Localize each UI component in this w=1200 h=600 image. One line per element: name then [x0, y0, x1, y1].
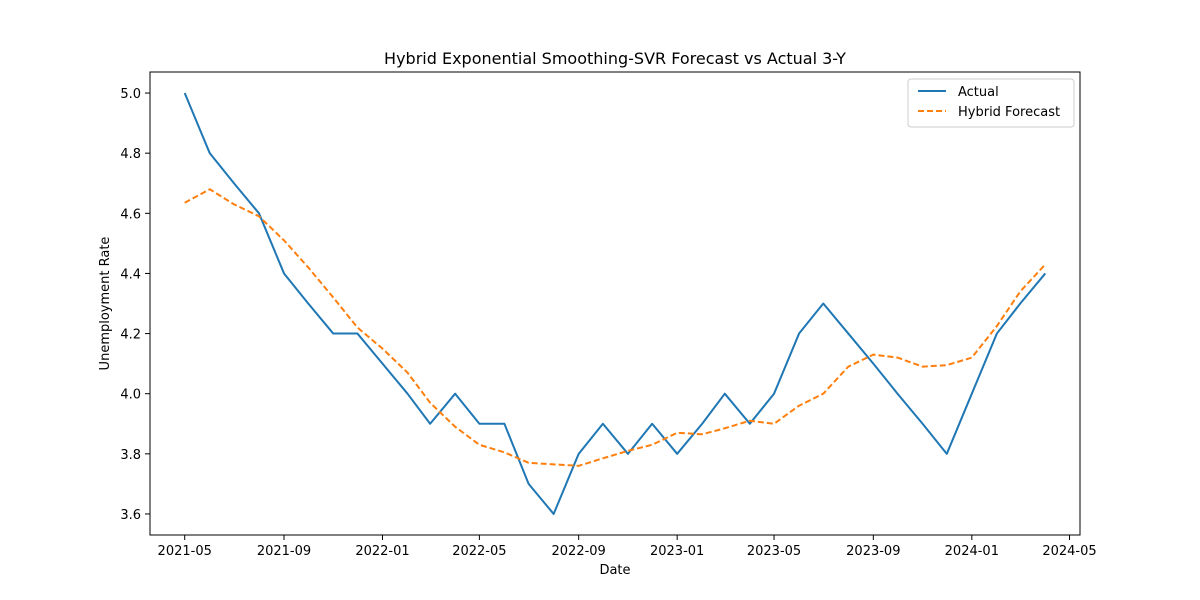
x-tick-label: 2023-01	[650, 544, 704, 559]
y-tick-label: 4.4	[120, 267, 141, 282]
x-tick-label: 2021-05	[158, 544, 212, 559]
plot-frame	[149, 71, 1081, 536]
x-tick-label: 2021-09	[257, 544, 311, 559]
legend: Actual Hybrid Forecast	[907, 78, 1075, 128]
series-layer	[183, 92, 1047, 515]
x-tick-label: 2022-09	[552, 544, 606, 559]
series-line-actual	[183, 92, 1047, 515]
x-axis: 2021-05 2021-09 2022-01 2022-05 2022-09 2023-…	[158, 535, 1097, 559]
y-tick-label: 3.6	[120, 508, 141, 523]
x-tick-label: 2023-09	[846, 544, 900, 559]
x-tick-label: 2023-05	[747, 544, 801, 559]
y-axis-label: Unemployment Rate	[98, 237, 113, 371]
x-tick-label: 2022-01	[355, 544, 409, 559]
series-line-hybrid-forecast	[184, 188, 1047, 467]
y-tick-label: 4.8	[120, 147, 141, 162]
y-tick-label: 4.2	[120, 328, 141, 343]
y-axis: 3.6 3.8 4.0 4.2 4.4 4.6 4.8 5.0	[120, 87, 150, 523]
chart-title: Hybrid Exponential Smoothing-SVR Forecas…	[384, 49, 846, 68]
y-tick-label: 4.6	[120, 207, 141, 222]
y-tick-label: 4.0	[120, 388, 141, 403]
plot-area	[149, 71, 1081, 536]
x-tick-label: 2024-05	[1042, 544, 1096, 559]
y-tick-label: 3.8	[120, 448, 141, 463]
x-axis-label: Date	[599, 563, 630, 578]
legend-label-actual: Actual	[958, 85, 999, 100]
legend-label-forecast: Hybrid Forecast	[958, 105, 1060, 120]
x-tick-label: 2024-01	[945, 544, 999, 559]
y-tick-label: 5.0	[120, 87, 141, 102]
legend-frame	[907, 78, 1075, 128]
x-tick-label: 2022-05	[452, 544, 506, 559]
